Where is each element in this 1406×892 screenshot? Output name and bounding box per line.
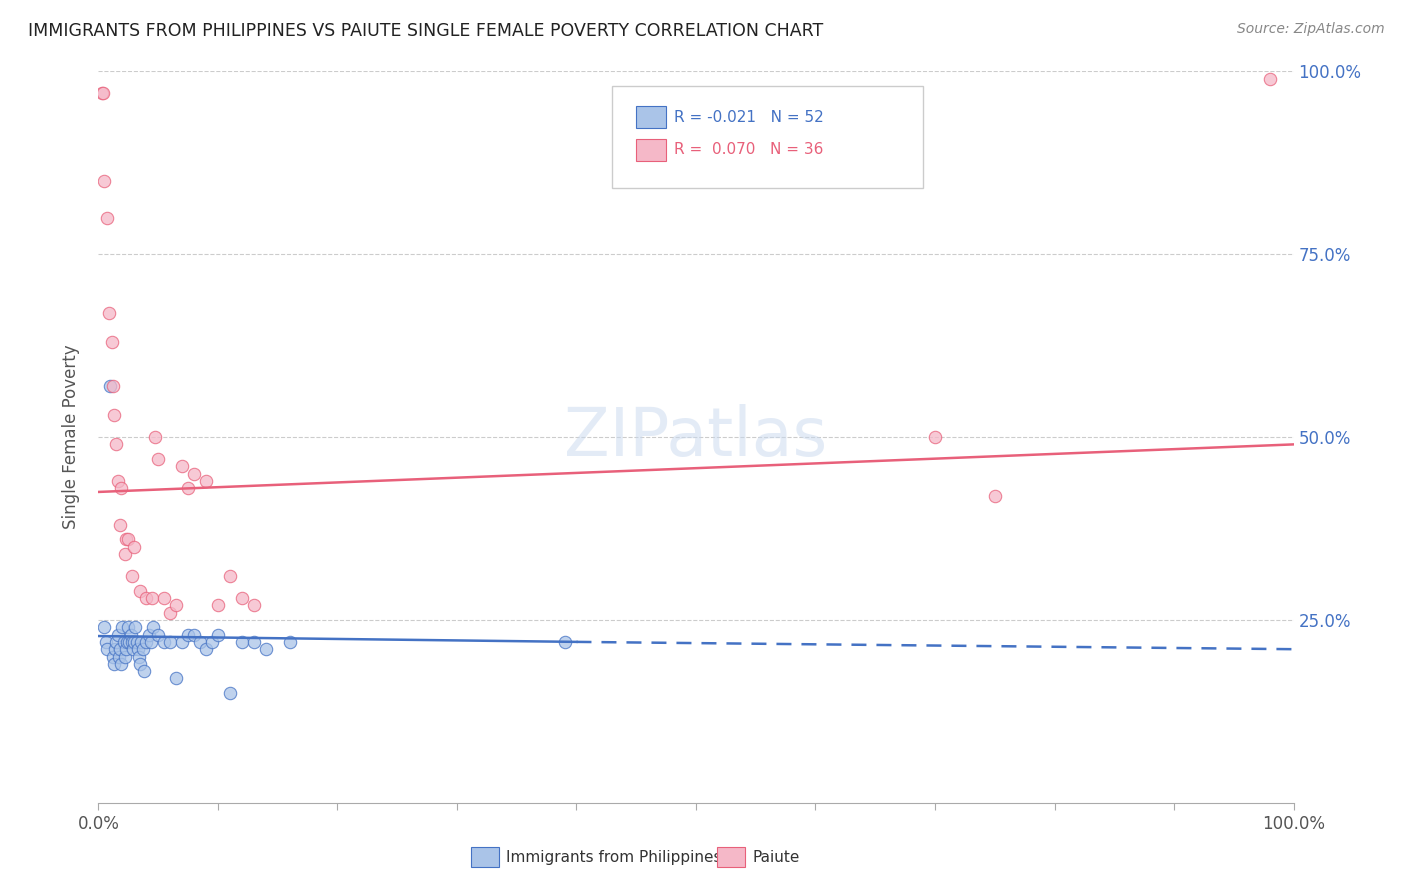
Point — [139, 635, 162, 649]
Point — [117, 533, 139, 547]
Point — [124, 635, 146, 649]
Point — [172, 635, 194, 649]
Point — [117, 620, 139, 634]
Point — [554, 635, 576, 649]
Point — [153, 591, 176, 605]
Text: R = -0.021   N = 52: R = -0.021 N = 52 — [675, 110, 824, 125]
Y-axis label: Single Female Poverty: Single Female Poverty — [62, 345, 80, 529]
FancyBboxPatch shape — [637, 106, 666, 128]
Point — [141, 591, 163, 605]
Text: Immigrants from Philippines: Immigrants from Philippines — [506, 850, 721, 864]
Point — [219, 686, 242, 700]
Point — [101, 649, 124, 664]
Point — [278, 635, 301, 649]
Point — [114, 547, 136, 561]
Point — [121, 635, 143, 649]
Point — [105, 437, 128, 451]
Point — [108, 642, 131, 657]
Text: Source: ZipAtlas.com: Source: ZipAtlas.com — [1237, 22, 1385, 37]
Point — [98, 379, 122, 393]
Point — [195, 642, 218, 657]
Point — [188, 635, 211, 649]
Point — [231, 635, 253, 649]
FancyBboxPatch shape — [637, 138, 666, 161]
Point — [254, 642, 277, 657]
Point — [172, 459, 194, 474]
Text: Paiute: Paiute — [752, 850, 800, 864]
Point — [135, 635, 157, 649]
Point — [108, 517, 131, 532]
Point — [183, 627, 205, 641]
Text: ZIPatlas: ZIPatlas — [564, 404, 828, 470]
Point — [118, 635, 141, 649]
Point — [924, 430, 946, 444]
Point — [165, 672, 187, 686]
Point — [207, 627, 229, 641]
Point — [107, 474, 129, 488]
Point — [110, 481, 132, 495]
Point — [148, 452, 170, 467]
Point — [96, 642, 118, 657]
Point — [120, 627, 142, 641]
Point — [94, 635, 117, 649]
Point — [148, 627, 170, 641]
Point — [231, 591, 253, 605]
Point — [165, 599, 187, 613]
Point — [98, 306, 121, 320]
Point — [207, 599, 229, 613]
Point — [91, 87, 114, 101]
Point — [91, 87, 114, 101]
Point — [125, 635, 148, 649]
Point — [195, 474, 218, 488]
Point — [201, 635, 224, 649]
Text: R =  0.070   N = 36: R = 0.070 N = 36 — [675, 142, 824, 157]
Point — [107, 627, 129, 641]
Point — [183, 467, 205, 481]
Text: IMMIGRANTS FROM PHILIPPINES VS PAIUTE SINGLE FEMALE POVERTY CORRELATION CHART: IMMIGRANTS FROM PHILIPPINES VS PAIUTE SI… — [28, 22, 824, 40]
Point — [128, 649, 150, 664]
Point — [104, 642, 127, 657]
Point — [143, 430, 166, 444]
Point — [93, 174, 115, 188]
Point — [114, 649, 136, 664]
Point — [219, 569, 242, 583]
Point — [159, 606, 181, 620]
Point — [129, 583, 152, 598]
Point — [124, 620, 146, 634]
Point — [110, 657, 132, 671]
Point — [103, 408, 125, 422]
Point — [101, 379, 124, 393]
Point — [115, 533, 138, 547]
FancyBboxPatch shape — [613, 86, 922, 188]
Point — [107, 649, 129, 664]
Point — [984, 489, 1007, 503]
Point — [124, 540, 146, 554]
Point — [135, 591, 157, 605]
Point — [177, 481, 200, 495]
Point — [142, 620, 165, 634]
Point — [96, 211, 118, 225]
Point — [1258, 71, 1281, 86]
Point — [131, 635, 153, 649]
Point — [115, 642, 138, 657]
Point — [129, 657, 152, 671]
Point — [105, 635, 128, 649]
Point — [127, 642, 149, 657]
Point — [93, 620, 115, 634]
Point — [138, 627, 160, 641]
Point — [243, 635, 266, 649]
Point — [153, 635, 176, 649]
Point — [132, 664, 155, 678]
Point — [122, 642, 145, 657]
Point — [159, 635, 181, 649]
Point — [131, 642, 153, 657]
Point — [111, 620, 134, 634]
Point — [115, 635, 138, 649]
Point — [121, 569, 143, 583]
Point — [103, 657, 125, 671]
Point — [112, 635, 135, 649]
Point — [177, 627, 200, 641]
Point — [243, 599, 266, 613]
Point — [100, 334, 122, 349]
